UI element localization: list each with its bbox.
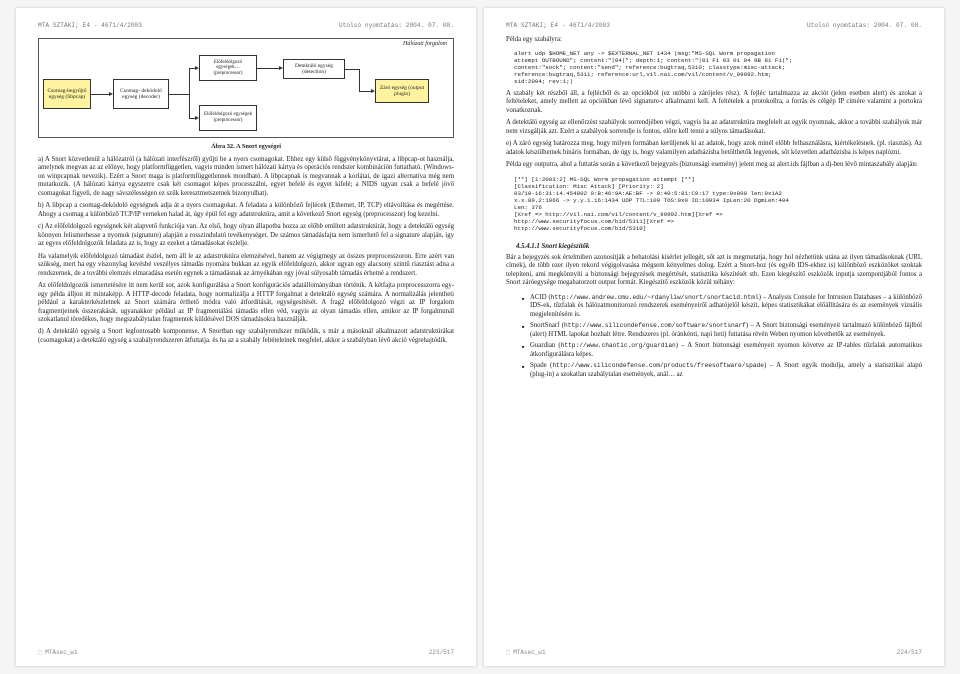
- list-item-spade: Spade (http://www.silicondefense.com/pro…: [522, 362, 922, 379]
- para-pelda: Példa egy szabályra:: [506, 36, 922, 44]
- page-number: 223/517: [429, 649, 454, 657]
- list-item-guardian: Guardian (http://www.chaotic.org/guardia…: [522, 342, 922, 359]
- page-header: MTA SZTAKI; E4 - 4671/4/2003 Utolsó nyom…: [506, 22, 922, 30]
- para-d: d) A detektáló egység a Snort legfontosa…: [38, 328, 454, 345]
- list-item-snortsnarf: SnortSnarf (http://www.silicondefense.co…: [522, 322, 922, 339]
- box-output: Záró egység (output plugin): [375, 79, 429, 103]
- page-footer: ⬚ MTAsec_w1 223/517: [38, 645, 454, 657]
- header-right: Utolsó nyomtatás: 2004. 07. 08.: [339, 22, 454, 30]
- page-header: MTA SZTAKI; E4 - 4671/4/2003 Utolsó nyom…: [38, 22, 454, 30]
- url-snortsnarf: http://www.silicondefense.com/software/s…: [564, 322, 746, 329]
- code-output-example: [**] [1:2003:2] MS-SQL Worm propagation …: [514, 177, 922, 233]
- para-a: a) A Snort közvetlenül a hálózatról (a h…: [38, 156, 454, 198]
- page-footer: ⬚ MTAsec_w1 224/517: [506, 645, 922, 657]
- header-right: Utolsó nyomtatás: 2004. 07. 08.: [807, 22, 922, 30]
- addon-list: ACID (http://www.andrew.cmu.edu/~rdanyli…: [522, 294, 922, 382]
- para-c: c) Az előfeldolgozó egységnek két alapve…: [38, 223, 454, 248]
- box-detect: Detektáló egység (detection): [283, 59, 345, 79]
- header-left: MTA SZTAKI; E4 - 4671/4/2003: [38, 22, 142, 30]
- box-preproc-top: Előfeldolgozó egységek… (preprocessor): [199, 55, 257, 81]
- para-b: b) A libpcap a csomag-dekódoló egységnek…: [38, 202, 454, 219]
- page-right: MTA SZTAKI; E4 - 4671/4/2003 Utolsó nyom…: [484, 8, 944, 666]
- box-decoder: Csomag- dekódoló egység (decoder): [113, 79, 169, 109]
- list-item-acid: ACID (http://www.andrew.cmu.edu/~rdanyli…: [522, 294, 922, 319]
- url-guardian: http://www.chaotic.org/guardian: [561, 342, 676, 349]
- header-left: MTA SZTAKI; E4 - 4671/4/2003: [506, 22, 610, 30]
- page-left: MTA SZTAKI; E4 - 4671/4/2003 Utolsó nyom…: [16, 8, 476, 666]
- snort-diagram: Hálózati forgalom Csomag-begyűjtő egység…: [38, 38, 454, 138]
- section-heading: 4.5.4.1.1 Snort kiegészítők: [516, 243, 922, 251]
- para-pelda-out: Példa egy outputra, ahol a futtatás sorá…: [506, 161, 922, 169]
- code-alert-rule: alert udp $HOME_NET any -> $EXTERNAL_NET…: [514, 51, 922, 86]
- diagram-caption: Ábra 32. A Snort egységei: [38, 143, 454, 151]
- para-e: e) A záró egység határozza meg, hogy mil…: [506, 140, 922, 157]
- diagram-title: Hálózati forgalom: [403, 41, 447, 49]
- para-szabaly: A szabály két részből áll, a fejlécből é…: [506, 90, 922, 115]
- para-detekt: A detektáló egység az ellenőrzést szabál…: [506, 119, 922, 136]
- url-spade: http://www.silicondefense.com/products/f…: [552, 362, 764, 369]
- para-elof: Az előfeldolgozók ismertetésére itt nem …: [38, 282, 454, 324]
- para-ha: Ha valamelyik előfeldolgozó támadást ész…: [38, 253, 454, 278]
- box-preproc-bottom: Előfeldolgozó egységek (preprocessor): [199, 105, 257, 131]
- url-acid: http://www.andrew.cmu.edu/~rdanyliw/snor…: [551, 294, 759, 301]
- box-libpcap: Csomag-begyűjtő egység (libpcap): [43, 79, 91, 109]
- para-bar: Bár a bejegyzés sok értelmiben azonosítj…: [506, 254, 922, 288]
- page-number: 224/517: [897, 649, 922, 657]
